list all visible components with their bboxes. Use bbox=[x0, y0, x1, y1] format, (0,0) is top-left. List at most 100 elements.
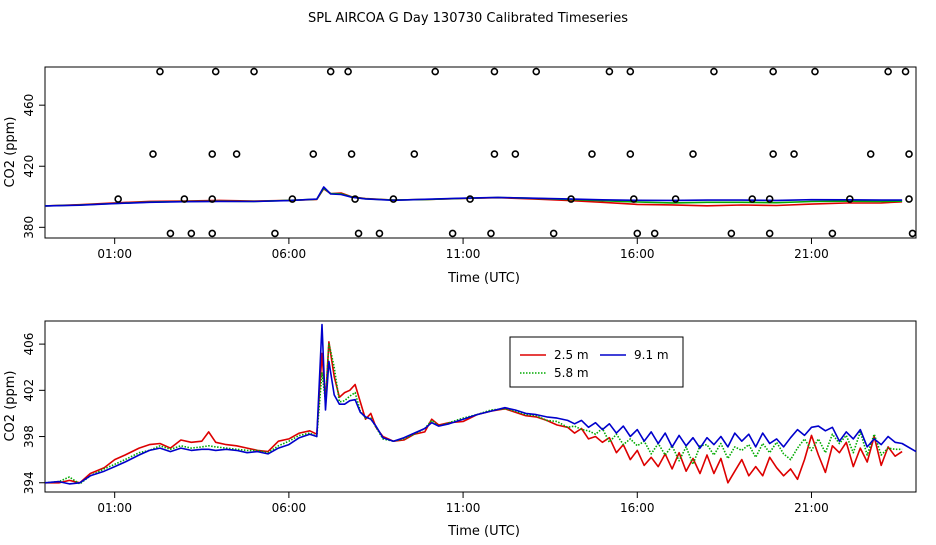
x-axis: 01:00 06:00 11:00 16:00 21:00 bbox=[97, 238, 829, 261]
data-point bbox=[347, 150, 356, 158]
data-point bbox=[710, 67, 718, 76]
data-point bbox=[650, 229, 659, 238]
data-point bbox=[626, 150, 635, 158]
data-point bbox=[208, 150, 217, 158]
data-point bbox=[166, 229, 175, 238]
data-point bbox=[633, 229, 642, 238]
data-point bbox=[790, 150, 798, 158]
y-axis: 394 398 402 406 bbox=[22, 333, 45, 494]
data-point bbox=[748, 195, 757, 203]
x-axis-label: Time (UTC) bbox=[447, 524, 520, 539]
series-line-3 bbox=[44, 323, 917, 485]
x-tick-label: 16:00 bbox=[620, 501, 655, 515]
x-axis: 01:00 06:00 11:00 16:00 21:00 bbox=[97, 492, 829, 515]
data-point bbox=[905, 195, 913, 203]
data-point bbox=[769, 67, 777, 76]
data-point bbox=[487, 229, 495, 238]
data-point bbox=[769, 150, 777, 158]
data-point bbox=[344, 67, 352, 76]
data-point bbox=[588, 150, 596, 158]
data-point bbox=[671, 195, 680, 203]
data-point bbox=[208, 195, 217, 203]
y-axis-label: CO2 (ppm) bbox=[3, 370, 18, 441]
y-tick-label: 402 bbox=[22, 379, 36, 402]
data-point bbox=[156, 67, 164, 76]
data-point bbox=[811, 67, 819, 76]
y-tick-label: 460 bbox=[22, 94, 36, 117]
legend-box bbox=[509, 336, 684, 388]
data-point bbox=[908, 229, 917, 238]
plot-frame bbox=[44, 66, 917, 239]
series-group bbox=[44, 323, 917, 485]
x-tick-label: 16:00 bbox=[620, 247, 655, 261]
x-tick-label: 01:00 bbox=[97, 247, 132, 261]
data-point bbox=[846, 195, 854, 203]
y-axis: 380 420 460 bbox=[22, 94, 45, 239]
panel-height-series: 01:00 06:00 11:00 16:00 21:00 394 398 402 406 T… bbox=[3, 320, 917, 539]
x-tick-label: 21:00 bbox=[794, 247, 829, 261]
data-point bbox=[180, 195, 189, 203]
data-point bbox=[208, 229, 217, 238]
figure-title: SPL AIRCOA G Day 130730 Calibrated Times… bbox=[308, 11, 628, 26]
data-point bbox=[689, 150, 697, 158]
legend-label: 5.8 m bbox=[554, 366, 589, 380]
data-point bbox=[466, 195, 474, 203]
series-group bbox=[44, 186, 903, 207]
x-tick-label: 06:00 bbox=[272, 247, 307, 261]
data-point bbox=[828, 229, 837, 238]
x-tick-label: 06:00 bbox=[272, 501, 307, 515]
legend: 2.5 m 5.8 m 9.1 m bbox=[509, 336, 684, 388]
x-tick-label: 21:00 bbox=[794, 501, 829, 515]
data-point bbox=[727, 229, 736, 238]
data-point bbox=[490, 67, 499, 76]
legend-label: 9.1 m bbox=[634, 348, 669, 362]
panel-calibrated-points: 01:00 06:00 11:00 16:00 21:00 380 420 460 Time… bbox=[3, 66, 917, 286]
y-tick-label: 420 bbox=[22, 155, 36, 178]
series-line-2 bbox=[44, 342, 903, 485]
data-point bbox=[626, 67, 635, 76]
y-tick-label: 406 bbox=[22, 333, 36, 356]
x-axis-label: Time (UTC) bbox=[447, 271, 520, 286]
data-point bbox=[532, 67, 541, 76]
point-group bbox=[114, 67, 917, 238]
data-point bbox=[389, 195, 398, 203]
data-point bbox=[605, 67, 614, 76]
data-point bbox=[905, 150, 913, 158]
data-point bbox=[490, 150, 499, 158]
data-point bbox=[271, 229, 279, 238]
data-point bbox=[549, 229, 558, 238]
series-line-2 bbox=[44, 187, 903, 207]
data-point bbox=[149, 150, 157, 158]
data-point bbox=[511, 150, 520, 158]
data-point bbox=[326, 67, 335, 76]
data-point bbox=[765, 195, 774, 203]
data-point bbox=[354, 229, 363, 238]
y-tick-label: 380 bbox=[22, 216, 36, 239]
data-point bbox=[288, 195, 297, 203]
data-point bbox=[431, 67, 440, 76]
series-line-1 bbox=[45, 341, 903, 484]
data-point bbox=[375, 229, 384, 238]
data-point bbox=[448, 229, 457, 238]
y-tick-label: 394 bbox=[22, 471, 36, 494]
plot-frame bbox=[44, 320, 917, 493]
x-tick-label: 11:00 bbox=[446, 501, 481, 515]
data-point bbox=[884, 67, 892, 76]
data-point bbox=[114, 195, 122, 203]
x-tick-label: 01:00 bbox=[97, 501, 132, 515]
y-axis-label: CO2 (ppm) bbox=[3, 116, 18, 187]
data-point bbox=[866, 150, 875, 158]
data-point bbox=[211, 67, 220, 76]
legend-label: 2.5 m bbox=[554, 348, 589, 362]
data-point bbox=[567, 195, 575, 203]
data-point bbox=[629, 195, 638, 203]
data-point bbox=[309, 150, 318, 158]
data-point bbox=[250, 67, 258, 76]
x-tick-label: 11:00 bbox=[446, 247, 481, 261]
data-point bbox=[232, 150, 241, 158]
data-point bbox=[901, 67, 910, 76]
data-point bbox=[351, 195, 359, 203]
data-point bbox=[187, 229, 196, 238]
